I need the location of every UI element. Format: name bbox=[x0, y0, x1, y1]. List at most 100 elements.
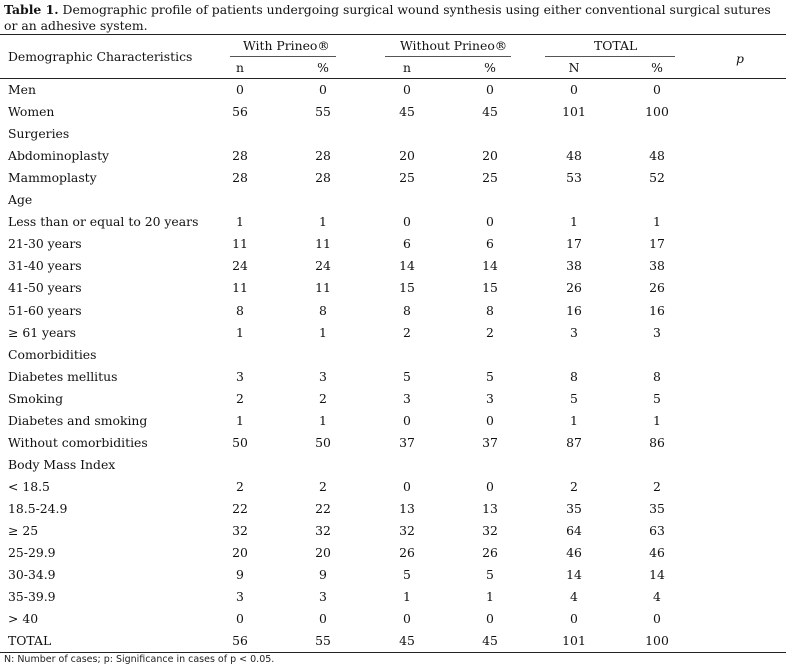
table-cell: 55 bbox=[315, 104, 331, 120]
table-cell: 1 bbox=[570, 412, 578, 428]
table-cell: 2 bbox=[653, 478, 661, 494]
row-label: 41-50 years bbox=[8, 280, 82, 296]
table-cell: 0 bbox=[570, 611, 578, 627]
table-cell: 2 bbox=[236, 478, 244, 494]
table-cell: 35 bbox=[649, 500, 665, 516]
row-label: Diabetes mellitus bbox=[8, 368, 118, 384]
table-cell: 26 bbox=[566, 280, 582, 296]
table-caption: Table 1. Demographic profile of patients… bbox=[4, 2, 784, 34]
table-cell: 28 bbox=[315, 170, 331, 186]
table-cell: 13 bbox=[399, 500, 415, 516]
table-cell: 0 bbox=[570, 82, 578, 97]
table-cell: 8 bbox=[403, 302, 411, 318]
table-cell: 16 bbox=[649, 302, 665, 318]
table-cell: 3 bbox=[570, 324, 578, 340]
row-label: 18.5-24.9 bbox=[8, 500, 68, 516]
table-cell: 2 bbox=[236, 390, 244, 406]
table-cell: 9 bbox=[319, 567, 327, 583]
table-cell: 2 bbox=[486, 324, 494, 340]
table-cell: 20 bbox=[399, 148, 415, 164]
table-cell: 14 bbox=[482, 258, 498, 274]
table-cell: 0 bbox=[403, 611, 411, 627]
row-label: > 40 bbox=[8, 611, 39, 627]
table-cell: 0 bbox=[319, 82, 327, 97]
table-cell: 1 bbox=[319, 412, 327, 428]
table-cell: 17 bbox=[649, 236, 665, 252]
sub-header-cell: % bbox=[484, 60, 496, 75]
header-rule bbox=[0, 78, 786, 79]
table-cell: 15 bbox=[482, 280, 498, 296]
header-without-prineo: Without Prineo® bbox=[400, 38, 508, 53]
table-cell: 0 bbox=[403, 478, 411, 494]
table-cell: 8 bbox=[319, 302, 327, 318]
table-cell: 46 bbox=[566, 545, 582, 561]
table-cell: 1 bbox=[319, 214, 327, 230]
table-cell: 20 bbox=[232, 545, 248, 561]
table-cell: 0 bbox=[403, 412, 411, 428]
table-cell: 13 bbox=[482, 500, 498, 516]
row-label: Smoking bbox=[8, 390, 64, 406]
table-cell: 5 bbox=[486, 567, 494, 583]
table-cell: 0 bbox=[319, 611, 327, 627]
table-cell: 3 bbox=[319, 589, 327, 605]
sub-header-cell: n bbox=[236, 60, 244, 75]
table-cell: 8 bbox=[570, 368, 578, 384]
table-cell: 32 bbox=[399, 523, 415, 538]
sub-header-cell: n bbox=[403, 60, 411, 75]
table-cell: 63 bbox=[649, 523, 665, 538]
row-label: Men bbox=[8, 82, 36, 97]
row-label: 31-40 years bbox=[8, 258, 82, 274]
row-label: TOTAL bbox=[8, 633, 52, 649]
table-cell: 25 bbox=[399, 170, 415, 186]
table-cell: 4 bbox=[653, 589, 661, 605]
row-label: Without comorbidities bbox=[8, 434, 148, 450]
table-cell: 35 bbox=[566, 500, 582, 516]
table-cell: 9 bbox=[236, 567, 244, 583]
table-cell: 20 bbox=[482, 148, 498, 164]
table-cell: 100 bbox=[645, 633, 669, 649]
row-label: Comorbidities bbox=[8, 346, 97, 362]
table-cell: 101 bbox=[562, 104, 586, 120]
table-cell: 4 bbox=[570, 589, 578, 605]
table-cell: 28 bbox=[232, 170, 248, 186]
table-cell: 5 bbox=[486, 368, 494, 384]
table-cell: 45 bbox=[482, 633, 498, 649]
table-cell: 3 bbox=[236, 589, 244, 605]
sub-header-cell: % bbox=[317, 60, 329, 75]
row-label: Women bbox=[8, 104, 55, 120]
total-underline bbox=[545, 56, 675, 57]
with-underline bbox=[230, 56, 336, 57]
table-cell: 3 bbox=[403, 390, 411, 406]
table-cell: 55 bbox=[315, 633, 331, 649]
table-cell: 5 bbox=[653, 390, 661, 406]
table-cell: 100 bbox=[645, 104, 669, 120]
table-cell: 16 bbox=[566, 302, 582, 318]
table-cell: 22 bbox=[315, 500, 331, 516]
table-cell: 11 bbox=[232, 280, 248, 296]
table-cell: 0 bbox=[486, 611, 494, 627]
table-cell: 1 bbox=[236, 324, 244, 340]
row-label: Body Mass Index bbox=[8, 456, 116, 472]
table-cell: 17 bbox=[566, 236, 582, 252]
table-cell: 0 bbox=[486, 478, 494, 494]
table-cell: 6 bbox=[403, 236, 411, 252]
table-cell: 45 bbox=[399, 633, 415, 649]
header-with-prineo: With Prineo® bbox=[243, 38, 330, 53]
table-cell: 38 bbox=[566, 258, 582, 274]
table-cell: 2 bbox=[403, 324, 411, 340]
row-label: 30-34.9 bbox=[8, 567, 56, 583]
table-cell: 0 bbox=[653, 611, 661, 627]
table-cell: 0 bbox=[486, 214, 494, 230]
table-cell: 101 bbox=[562, 633, 586, 649]
table-cell: 28 bbox=[315, 148, 331, 164]
table-cell: 5 bbox=[403, 368, 411, 384]
row-label: Age bbox=[8, 192, 33, 208]
table-cell: 8 bbox=[236, 302, 244, 318]
table-cell: 3 bbox=[486, 390, 494, 406]
table-cell: 11 bbox=[315, 236, 331, 252]
table-cell: 8 bbox=[653, 368, 661, 384]
table-cell: 0 bbox=[403, 82, 411, 97]
row-label: 51-60 years bbox=[8, 302, 82, 318]
without-underline bbox=[385, 56, 511, 57]
caption-label: Table 1. bbox=[4, 2, 59, 17]
